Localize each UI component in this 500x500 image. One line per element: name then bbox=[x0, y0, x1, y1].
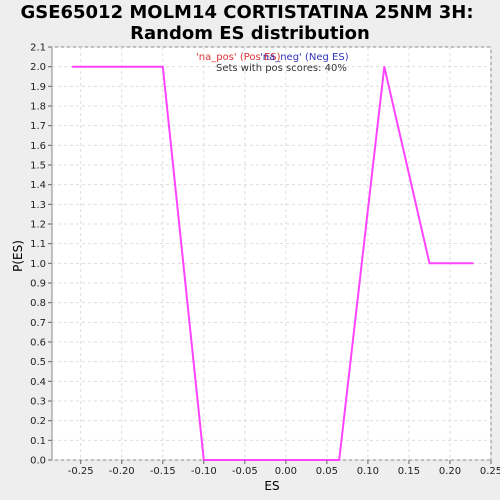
y-tick-label: 2.1 bbox=[30, 43, 46, 54]
series-point bbox=[338, 459, 340, 461]
x-tick-label: 0.05 bbox=[316, 466, 338, 477]
y-axis: 0.0 0.1 0.2 0.3 0.4 0.5 0.6 0.7 0.8 0.9 1.0 1.1 1.2 1… bbox=[30, 43, 52, 467]
legend-entry-neg: 'na_neg' (Neg ES) bbox=[260, 52, 349, 63]
y-tick-label: 1.2 bbox=[30, 220, 46, 231]
y-tick-label: 0.4 bbox=[30, 377, 46, 388]
y-tick-label: 0.0 bbox=[30, 456, 46, 467]
y-tick-label: 0.7 bbox=[30, 318, 46, 329]
legend-note: Sets with pos scores: 40% bbox=[216, 63, 347, 74]
series-point bbox=[383, 65, 386, 68]
series-point bbox=[161, 65, 164, 68]
legend: 'na_pos' (Pos ES) 'na_neg' (Neg ES) Sets… bbox=[196, 52, 349, 74]
series-point bbox=[472, 262, 474, 265]
x-tick-label: -0.20 bbox=[109, 466, 135, 477]
y-tick-label: 2.0 bbox=[30, 62, 46, 73]
y-tick-label: 1.4 bbox=[30, 180, 46, 191]
x-tick-label: -0.15 bbox=[150, 466, 176, 477]
y-tick-label: 1.5 bbox=[30, 161, 46, 172]
x-tick-label: 0.20 bbox=[439, 466, 461, 477]
chart-title-line-1: GSE65012 MOLM14 CORTISTATINA 25NM 3H: bbox=[20, 2, 473, 23]
y-tick-label: 1.8 bbox=[30, 102, 46, 113]
y-axis-label: P(ES) bbox=[11, 240, 25, 272]
y-tick-label: 1.1 bbox=[30, 239, 46, 250]
y-tick-label: 1.9 bbox=[30, 82, 46, 93]
chart-title-line-2: Random ES distribution bbox=[130, 23, 370, 44]
y-tick-label: 0.6 bbox=[30, 338, 46, 349]
x-axis: -0.25 -0.20 -0.15 -0.10 -0.05 0.00 0.05 0.10 0.1… bbox=[68, 460, 500, 477]
y-tick-label: 0.9 bbox=[30, 279, 46, 290]
y-tick-label: 0.8 bbox=[30, 298, 46, 309]
y-tick-label: 1.6 bbox=[30, 141, 46, 152]
y-tick-label: 0.1 bbox=[30, 436, 46, 447]
y-tick-label: 1.7 bbox=[30, 121, 46, 132]
y-tick-label: 1.3 bbox=[30, 200, 46, 211]
x-tick-label: 0.25 bbox=[480, 466, 500, 477]
x-tick-label: -0.10 bbox=[191, 466, 217, 477]
y-tick-label: 0.5 bbox=[30, 357, 46, 368]
x-axis-label: ES bbox=[264, 479, 279, 493]
series-line bbox=[72, 65, 473, 461]
y-tick-label: 0.3 bbox=[30, 397, 46, 408]
x-tick-label: 0.10 bbox=[357, 466, 379, 477]
x-tick-label: -0.05 bbox=[232, 466, 258, 477]
series-point bbox=[120, 65, 123, 68]
x-tick-label: 0.15 bbox=[398, 466, 420, 477]
x-tick-label: -0.25 bbox=[68, 466, 94, 477]
y-tick-label: 1.0 bbox=[30, 259, 46, 270]
y-tick-label: 0.2 bbox=[30, 416, 46, 427]
series-point bbox=[71, 65, 74, 68]
series-point bbox=[428, 262, 431, 265]
grid-lines bbox=[52, 46, 492, 461]
x-tick-label: 0.00 bbox=[275, 466, 297, 477]
legend-entry-pos: 'na_pos' (Pos ES) bbox=[196, 52, 281, 63]
plot-area bbox=[51, 46, 492, 461]
